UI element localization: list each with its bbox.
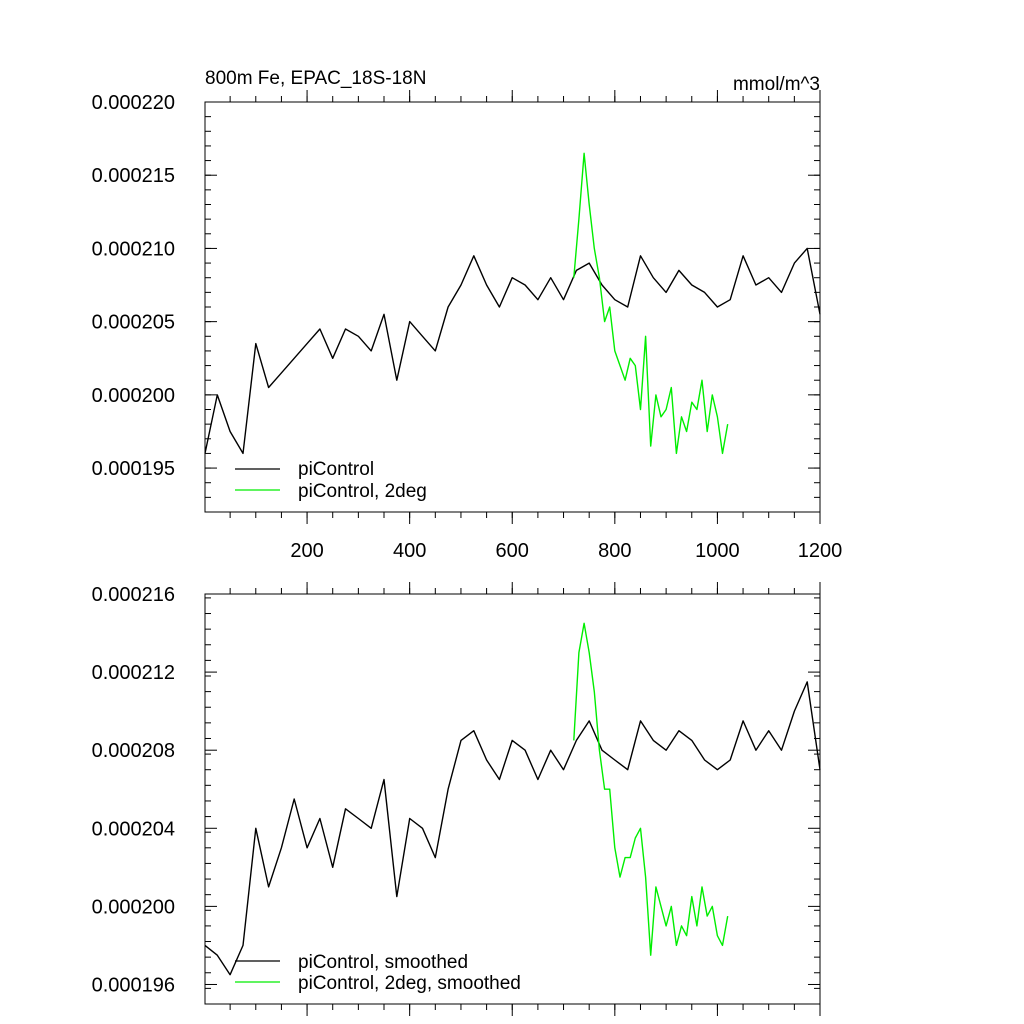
legend-label-picontrol-smoothed: piControl, smoothed <box>298 952 468 973</box>
bottom-y-ticks: 0.000196 0.000200 0.000204 0.000208 0.000212… <box>92 584 820 996</box>
x-tick-label: 1000 <box>695 540 740 562</box>
y-tick-label: 0.000212 <box>92 662 175 684</box>
top-panel: 800m Fe, EPAC_18S-18N mmol/m^3 0.0001950… <box>92 68 843 562</box>
top-chart-title: 800m Fe, EPAC_18S-18N <box>205 68 426 89</box>
y-tick-label: 0.000208 <box>92 740 175 762</box>
y-tick-label: 0.000196 <box>92 974 175 996</box>
x-tick-label: 200 <box>290 540 323 562</box>
series-line-0-1 <box>573 152 729 455</box>
y-tick-label: 0.000220 <box>92 92 175 114</box>
x-tick-label: 1200 <box>798 540 843 562</box>
y-tick-label: 0.000205 <box>92 312 175 334</box>
y-tick-label: 0.000204 <box>92 818 175 840</box>
legend-label-picontrol-2deg-smoothed: piControl, 2deg, smoothed <box>298 973 521 994</box>
y-tick-label: 0.000200 <box>92 896 175 918</box>
x-tick-label: 600 <box>496 540 529 562</box>
legend-label-picontrol: piControl <box>298 459 374 480</box>
top-legend: piControl piControl, 2deg <box>235 459 427 502</box>
series-line-0-0 <box>204 247 821 455</box>
y-tick-label: 0.000195 <box>92 458 175 480</box>
bottom-panel: 0.000196 0.000200 0.000204 0.000208 0.000212… <box>92 582 821 1016</box>
x-tick-label: 400 <box>393 540 426 562</box>
top-chart-units: mmol/m^3 <box>733 74 820 95</box>
top-y-ticks: 0.000195 0.000200 0.000205 0.000210 0.000215… <box>92 92 820 480</box>
top-plot-frame <box>204 101 821 513</box>
top-minor-ticks <box>205 96 820 518</box>
y-tick-label: 0.000216 <box>92 584 175 606</box>
y-tick-label: 0.000200 <box>92 385 175 407</box>
bottom-x-ticks <box>306 582 821 1016</box>
y-tick-label: 0.000215 <box>92 165 175 187</box>
bottom-plot-frame <box>204 593 821 1005</box>
top-series-group <box>204 152 821 455</box>
y-tick-label: 0.000210 <box>92 238 175 260</box>
bottom-legend: piControl, smoothed piControl, 2deg, smo… <box>235 952 521 994</box>
series-line-1-0 <box>204 681 821 976</box>
legend-label-picontrol-2deg: piControl, 2deg <box>298 481 427 502</box>
series-line-1-1 <box>573 622 729 956</box>
x-tick-label: 800 <box>598 540 631 562</box>
top-x-ticks: 200 400 600 800 1000 1200 <box>290 90 842 562</box>
bottom-minor-ticks <box>205 588 820 1010</box>
bottom-series-group <box>204 622 821 976</box>
